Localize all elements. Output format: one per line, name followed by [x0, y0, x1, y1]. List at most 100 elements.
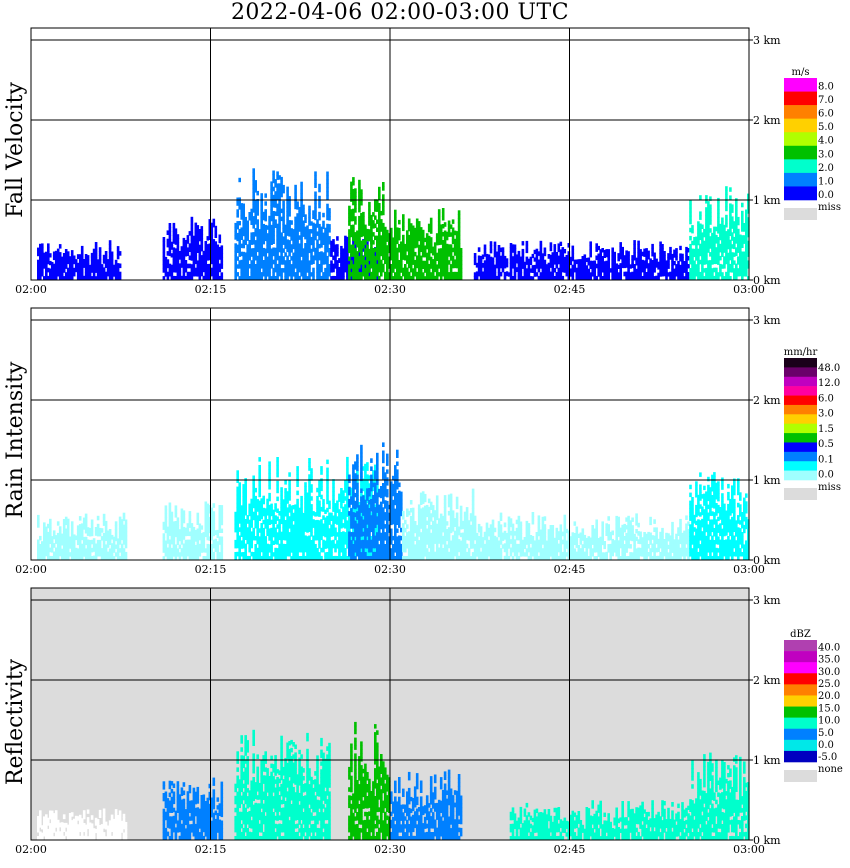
- echo-cell: [286, 186, 289, 192]
- echo-cell: [250, 543, 253, 549]
- echo-cell: [587, 268, 591, 273]
- echo-cell: [659, 272, 662, 277]
- echo-cell: [292, 236, 295, 242]
- echo-cell: [318, 484, 321, 490]
- echo-cell: [258, 264, 261, 269]
- echo-cell: [268, 469, 271, 474]
- echo-cell: [282, 240, 285, 245]
- echo-cell: [276, 203, 279, 209]
- echo-cell: [699, 215, 702, 220]
- echo-cell: [310, 532, 313, 537]
- echo-cell: [298, 523, 301, 529]
- echo-cell: [270, 228, 273, 234]
- legend-missing-label: miss: [818, 202, 841, 213]
- echo-cell: [411, 237, 415, 242]
- echo-cell: [735, 271, 738, 277]
- echo-cell: [356, 271, 359, 277]
- echo-cell: [368, 213, 371, 218]
- echo-cell: [423, 249, 427, 254]
- echo-cell: [214, 252, 218, 258]
- echo-cell: [220, 509, 224, 514]
- echo-cell: [360, 252, 363, 257]
- echo-cell: [84, 525, 88, 530]
- echo-cell: [162, 248, 166, 254]
- echo-cell: [559, 257, 563, 262]
- echo-cell: [43, 547, 46, 553]
- echo-cell: [745, 248, 748, 254]
- echo-cell: [244, 555, 247, 561]
- echo-cell: [721, 244, 724, 250]
- echo-cell: [108, 244, 112, 249]
- echo-cell: [210, 247, 214, 252]
- echo-cell: [318, 488, 321, 494]
- echo-cell: [366, 466, 369, 471]
- echo-cell: [302, 552, 305, 557]
- echo-cell: [284, 536, 287, 541]
- echo-cell: [240, 251, 243, 257]
- echo-cell: [312, 267, 315, 273]
- echo-cell: [737, 244, 740, 249]
- echo-cell: [43, 555, 46, 561]
- echo-cell: [74, 555, 78, 561]
- echo-cell: [699, 251, 702, 257]
- echo-cell: [242, 259, 245, 265]
- echo-cell: [284, 496, 287, 501]
- echo-cell: [457, 247, 461, 252]
- echo-cell: [294, 228, 297, 233]
- echo-cell: [50, 548, 54, 553]
- echo-cell: [280, 260, 283, 265]
- echo-cell: [362, 223, 365, 229]
- echo-cell: [278, 259, 281, 265]
- echo-cell: [206, 535, 210, 541]
- echo-cell: [717, 272, 720, 277]
- echo-cell: [731, 268, 734, 273]
- echo-cell: [188, 531, 192, 537]
- echo-cell: [360, 492, 363, 497]
- echo-cell: [396, 259, 399, 265]
- echo-cell: [411, 241, 415, 246]
- echo-cell: [184, 539, 188, 545]
- echo-cell: [200, 263, 204, 268]
- echo-cell: [453, 230, 457, 236]
- echo-cell: [533, 272, 537, 277]
- echo-cell: [721, 248, 724, 254]
- echo-cell: [350, 491, 353, 497]
- echo-cell: [286, 211, 289, 216]
- echo-cell: [194, 247, 198, 252]
- echo-cell: [276, 540, 279, 545]
- echo-cell: [76, 552, 80, 557]
- echo-cell: [278, 271, 281, 277]
- echo-cell: [244, 216, 247, 222]
- echo-cell: [663, 267, 666, 273]
- echo-cell: [238, 490, 241, 496]
- echo-cell: [517, 263, 521, 269]
- echo-cell: [286, 495, 289, 500]
- echo-cell: [212, 555, 216, 561]
- echo-cell: [334, 531, 337, 537]
- echo-cell: [218, 516, 222, 522]
- echo-cell: [340, 556, 343, 561]
- echo-cell: [413, 239, 417, 245]
- echo-cell: [419, 275, 423, 281]
- echo-cell: [272, 271, 275, 277]
- echo-cell: [268, 255, 271, 261]
- echo-cell: [735, 222, 738, 228]
- echo-cell: [260, 240, 263, 245]
- echo-cell: [246, 252, 249, 257]
- echo-cell: [589, 249, 592, 254]
- echo-cell: [455, 239, 459, 244]
- echo-cell: [326, 495, 329, 501]
- echo-cell: [537, 263, 541, 269]
- echo-cell: [380, 247, 383, 253]
- echo-cell: [372, 212, 375, 217]
- echo-cell: [336, 504, 339, 509]
- echo-cell: [457, 243, 461, 248]
- echo-cell: [64, 252, 68, 258]
- echo-cell: [284, 252, 287, 257]
- echo-cell: [699, 271, 702, 277]
- echo-cell: [304, 218, 307, 223]
- echo-cell: [108, 276, 112, 281]
- echo-cell: [306, 520, 309, 525]
- echo-cell: [407, 234, 411, 240]
- echo-cell: [308, 264, 311, 269]
